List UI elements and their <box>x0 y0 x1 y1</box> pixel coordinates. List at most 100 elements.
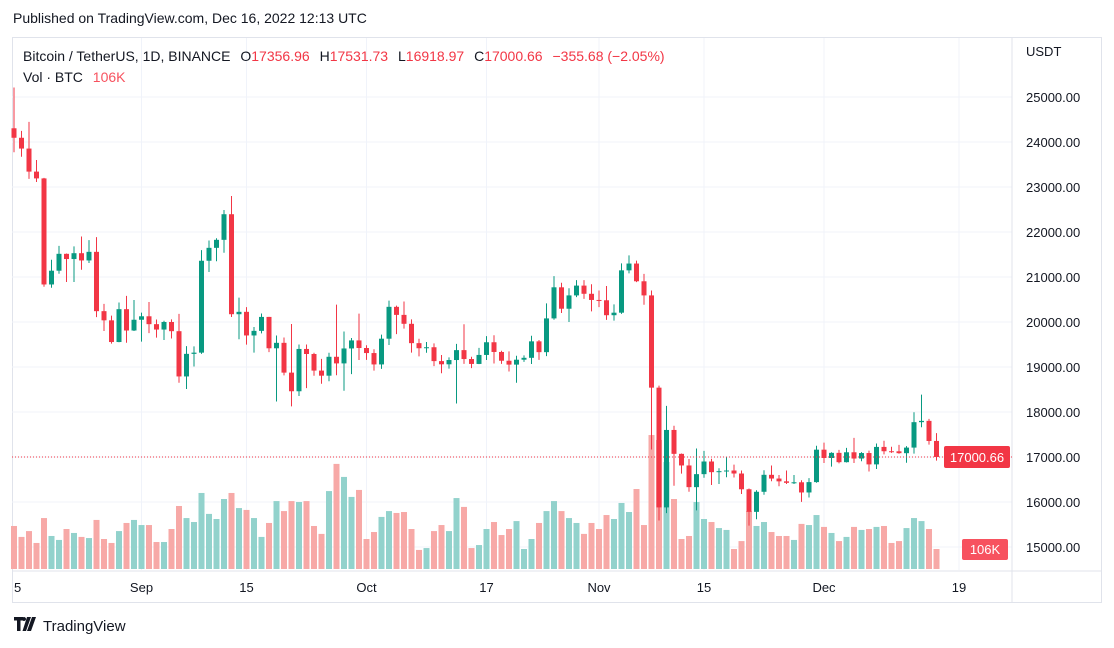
volume-bar <box>506 529 512 569</box>
volume-bar <box>356 489 362 569</box>
volume-bar <box>213 519 220 569</box>
volume-bar <box>896 541 902 569</box>
volume-bar <box>303 501 310 569</box>
volume-bar <box>753 525 760 569</box>
candle-body <box>394 306 399 315</box>
candle-body <box>746 489 752 512</box>
volume-bar <box>236 508 242 569</box>
candle-body <box>686 465 692 488</box>
volume-bar <box>588 522 595 569</box>
candle-body <box>934 440 939 457</box>
volume-legend-row: Vol · BTC 106K <box>23 67 665 88</box>
candle-body <box>859 453 864 459</box>
candle-body <box>176 331 182 377</box>
volume-bar <box>641 525 647 569</box>
candle-body <box>364 348 369 354</box>
tradingview-footer[interactable]: TradingView <box>14 617 126 635</box>
candle-body <box>56 253 62 271</box>
volume-bar <box>206 513 212 569</box>
candle-body <box>86 251 92 261</box>
candle-body <box>356 340 362 349</box>
candle-body <box>26 148 32 172</box>
volume-bar <box>708 522 715 569</box>
last-price-label: 17000.66 <box>950 450 1004 465</box>
candle-body <box>926 420 932 441</box>
volume-bar <box>101 539 107 569</box>
volume-bar <box>168 529 175 569</box>
candle-body <box>341 348 347 364</box>
candle-body <box>851 452 857 459</box>
volume-bar <box>18 536 25 569</box>
volume-bar <box>311 525 317 569</box>
symbol-title[interactable]: Bitcoin / TetherUS, 1D, BINANCE <box>23 48 231 64</box>
candle-body <box>236 311 242 315</box>
low-label: L <box>397 48 406 64</box>
volume-bar <box>836 541 842 569</box>
candle-body <box>889 451 894 453</box>
volume-bar <box>191 522 197 569</box>
volume-bar <box>266 522 272 569</box>
last-volume-badge <box>962 539 1008 560</box>
candle-body <box>296 348 302 392</box>
volume-bar <box>791 539 797 569</box>
volume-bar <box>48 535 55 569</box>
open-label: O <box>240 48 252 64</box>
candle-body <box>626 263 632 271</box>
volume-bar <box>476 545 482 569</box>
volume-bar <box>453 498 460 569</box>
candle-body <box>326 356 332 376</box>
candle-body <box>139 316 144 320</box>
volume-bar <box>926 529 932 569</box>
volume-bar <box>281 511 287 569</box>
candle-body <box>881 446 887 452</box>
price-tick-label: 24000.00 <box>1026 135 1080 150</box>
candle-body <box>919 420 924 423</box>
volume-bar <box>78 536 85 569</box>
price-tick-label: 17000.00 <box>1026 450 1080 465</box>
volume-bar <box>581 533 587 569</box>
candle-body <box>274 342 279 349</box>
volume-bar <box>776 535 782 569</box>
volume-label[interactable]: Vol · BTC <box>23 69 83 85</box>
volume-bar <box>296 502 302 569</box>
low-value: 16918.97 <box>405 48 465 64</box>
candle-body <box>289 372 294 392</box>
volume-bar <box>903 528 910 569</box>
volume-bar <box>386 511 392 569</box>
volume-bar <box>806 525 812 569</box>
change-value: −355.68 (−2.05%) <box>552 48 665 64</box>
candle-body <box>784 481 789 483</box>
candle-body <box>94 251 99 312</box>
candle-body <box>169 322 174 332</box>
volume-bar <box>933 549 940 569</box>
candle-body <box>251 330 257 336</box>
candle-body <box>244 311 249 336</box>
candle-body <box>641 281 647 296</box>
volume-bar <box>108 542 115 569</box>
candle-body <box>529 341 534 358</box>
candle-body <box>566 295 572 309</box>
candle-body <box>439 361 444 365</box>
close-label: C <box>474 48 485 64</box>
candle-body <box>409 323 414 344</box>
volume-bar <box>798 523 805 569</box>
candle-body <box>589 293 594 300</box>
candle-body <box>191 352 197 354</box>
candle-body <box>829 452 834 458</box>
volume-bar <box>858 529 865 569</box>
volume-bar <box>918 521 925 569</box>
tradingview-logo-text: TradingView <box>43 617 126 635</box>
volume-bar <box>273 501 280 569</box>
candle-body <box>424 347 429 349</box>
candle-body <box>506 360 512 365</box>
volume-bar <box>528 539 535 569</box>
candle-body <box>469 359 474 364</box>
volume-bar <box>401 512 407 569</box>
candle-body <box>71 253 77 260</box>
candle-body <box>776 478 782 482</box>
time-tick-label: Dec <box>812 580 836 595</box>
volume-bar <box>176 505 182 569</box>
candle-body <box>724 470 729 472</box>
volume-bar <box>333 463 340 569</box>
